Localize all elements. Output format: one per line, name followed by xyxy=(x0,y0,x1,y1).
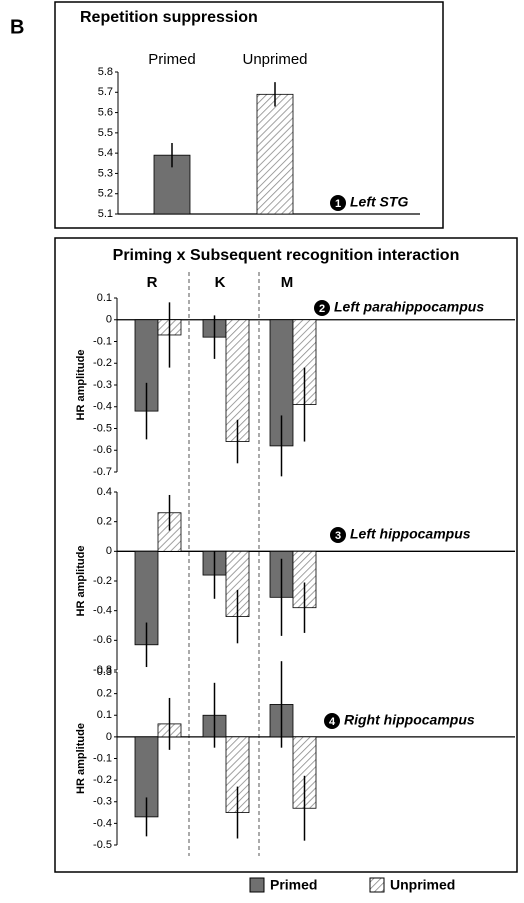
y-tick-label: -0.4 xyxy=(93,401,112,413)
y-tick-label: -0.6 xyxy=(93,444,112,456)
x-category-label: Unprimed xyxy=(242,51,307,68)
panel-box xyxy=(54,237,518,873)
y-tick-label: 5.5 xyxy=(98,127,113,139)
y-tick-label: 5.8 xyxy=(98,66,113,78)
y-tick-label: -0.6 xyxy=(93,634,112,646)
y-tick-label: 5.3 xyxy=(98,167,113,179)
y-tick-label: 0 xyxy=(106,731,112,743)
marker-circle xyxy=(330,527,346,543)
y-tick-label: 0.2 xyxy=(97,516,112,528)
y-tick-label: 5.6 xyxy=(98,106,113,118)
marker-circle xyxy=(330,195,346,211)
marker-circle xyxy=(314,300,330,316)
y-tick-label: 0.1 xyxy=(97,709,112,721)
legend-label: Unprimed xyxy=(390,877,455,893)
y-tick-label: -0.3 xyxy=(93,379,112,391)
group-label: M xyxy=(281,274,294,291)
y-axis-label: HR amplitude xyxy=(75,546,87,617)
y-tick-label: 0 xyxy=(106,545,112,557)
y-tick-label: -0.5 xyxy=(93,839,112,851)
annotation: Right hippocampus xyxy=(344,712,475,728)
group-label: R xyxy=(147,274,158,291)
marker-number: 2 xyxy=(319,303,325,315)
y-tick-label: 0.3 xyxy=(97,666,112,678)
x-category-label: Primed xyxy=(148,51,196,68)
annotation: Left parahippocampus xyxy=(334,299,484,315)
panel-box xyxy=(54,1,444,229)
marker-number: 3 xyxy=(335,530,341,542)
legend-swatch xyxy=(369,877,385,893)
legend-label: Primed xyxy=(270,877,317,893)
y-axis-label: HR amplitude xyxy=(75,350,87,421)
chart-title: Repetition suppression xyxy=(80,9,258,26)
group-label: K xyxy=(215,274,226,291)
y-axis-label: HR amplitude xyxy=(75,723,87,794)
marker-number: 4 xyxy=(329,716,336,728)
y-tick-label: -0.2 xyxy=(93,774,112,786)
y-tick-label: 5.4 xyxy=(98,147,113,159)
y-tick-label: -0.2 xyxy=(93,575,112,587)
legend-swatch xyxy=(249,877,265,893)
bar xyxy=(256,93,294,215)
annotation: Left STG xyxy=(350,194,408,210)
y-tick-label: 5.7 xyxy=(98,86,113,98)
y-tick-label: 0.2 xyxy=(97,688,112,700)
marker-number: 1 xyxy=(335,198,341,210)
y-tick-label: 5.1 xyxy=(98,208,113,220)
y-tick-label: -0.1 xyxy=(93,335,112,347)
y-tick-label: 0 xyxy=(106,314,112,326)
y-tick-label: -0.8 xyxy=(93,664,112,676)
y-tick-label: -0.7 xyxy=(93,466,112,478)
marker-circle xyxy=(324,713,340,729)
group-title: Priming x Subsequent recognition interac… xyxy=(113,247,460,264)
y-tick-label: -0.4 xyxy=(93,605,112,617)
y-tick-label: -0.3 xyxy=(93,796,112,808)
panel-label: B xyxy=(10,16,24,38)
y-tick-label: 5.2 xyxy=(98,188,113,200)
y-tick-label: -0.5 xyxy=(93,422,112,434)
y-tick-label: 0.4 xyxy=(97,486,112,498)
annotation: Left hippocampus xyxy=(350,526,471,542)
y-tick-label: -0.1 xyxy=(93,752,112,764)
y-tick-label: -0.4 xyxy=(93,817,112,829)
y-tick-label: -0.2 xyxy=(93,357,112,369)
y-tick-label: 0.1 xyxy=(97,292,112,304)
